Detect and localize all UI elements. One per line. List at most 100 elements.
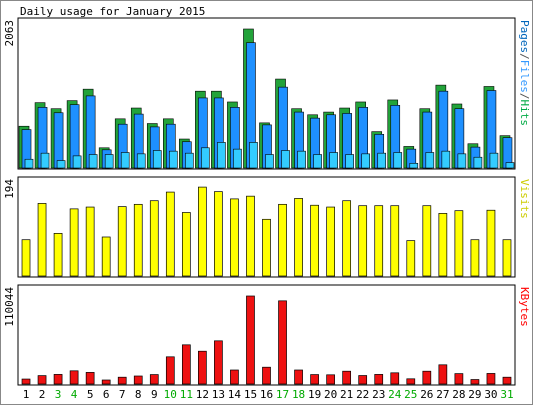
- bar-visits-day-13: [214, 191, 223, 277]
- x-tick-label-day-15: 15: [244, 388, 257, 401]
- x-tick-label-day-4: 4: [71, 388, 78, 401]
- panel-bottom: 110044 KBytes: [3, 284, 531, 386]
- bar-visits-day-24: [390, 205, 400, 277]
- panel-middle: 194 Visits: [3, 176, 531, 278]
- bar-kbytes-day-3: [53, 374, 63, 385]
- bar-pages-day-18: [297, 150, 306, 169]
- bar-kbytes-day-26: [422, 370, 432, 385]
- x-tick-label-day-12: 12: [196, 388, 209, 401]
- x-tick-label-day-18: 18: [292, 388, 305, 401]
- bar-kbytes-day-5: [85, 372, 95, 385]
- bar-kbytes-day-20: [326, 374, 335, 385]
- bar-kbytes-day-22: [358, 375, 368, 385]
- bar-visits-day-14: [230, 198, 239, 277]
- bar-pages-day-5: [88, 154, 98, 169]
- x-tick-label-day-9: 9: [151, 388, 158, 401]
- x-tick-label-day-1: 1: [23, 388, 30, 401]
- bar-visits-day-20: [326, 206, 335, 277]
- x-tick-label-day-29: 29: [468, 388, 481, 401]
- bar-visits-day-19: [310, 204, 319, 277]
- chart-title: Daily usage for January 2015: [20, 5, 205, 18]
- bar-visits-day-9: [149, 200, 159, 277]
- x-tick-label-day-27: 27: [436, 388, 449, 401]
- bar-pages-day-1: [24, 158, 34, 169]
- bar-kbytes-day-19: [310, 374, 319, 385]
- bar-visits-day-7: [117, 206, 127, 277]
- bar-kbytes-day-23: [374, 374, 384, 385]
- bar-pages-day-19: [313, 154, 322, 169]
- bar-visits-day-22: [358, 205, 368, 277]
- panel-max-label-top: 2063: [3, 20, 16, 47]
- x-tick-label-day-17: 17: [276, 388, 289, 401]
- bar-kbytes-day-31: [502, 376, 512, 385]
- panel-frame-bottom: [17, 284, 516, 386]
- bar-visits-day-3: [53, 233, 63, 277]
- x-tick-label-day-5: 5: [87, 388, 94, 401]
- bar-visits-day-21: [342, 200, 352, 277]
- bar-visits-day-4: [69, 208, 79, 277]
- bar-kbytes-day-17: [278, 300, 287, 385]
- bar-kbytes-day-10: [165, 356, 175, 385]
- bar-visits-day-2: [37, 203, 47, 277]
- x-tick-label-day-10: 10: [164, 388, 177, 401]
- bar-visits-day-11: [181, 212, 191, 277]
- bar-pages-day-9: [152, 150, 162, 169]
- bar-kbytes-day-4: [69, 370, 79, 385]
- panel-frame-top: [17, 17, 516, 170]
- x-tick-label-day-22: 22: [356, 388, 369, 401]
- bar-visits-day-15: [246, 195, 255, 277]
- x-tick-label-day-28: 28: [452, 388, 465, 401]
- bar-kbytes-day-2: [37, 375, 47, 385]
- bar-visits-day-28: [454, 210, 464, 277]
- bar-visits-day-23: [374, 205, 384, 277]
- x-tick-label-day-8: 8: [135, 388, 142, 401]
- x-tick-label-day-31: 31: [500, 388, 513, 401]
- x-tick-label-day-26: 26: [420, 388, 433, 401]
- bar-pages-day-22: [361, 153, 370, 169]
- bar-visits-day-25: [406, 240, 416, 277]
- bar-pages-day-25: [409, 162, 419, 169]
- panel-series-label-top: Pages/Files/Hits: [518, 20, 531, 126]
- x-tick-label-day-19: 19: [308, 388, 321, 401]
- bar-kbytes-day-15: [246, 295, 255, 385]
- bar-pages-day-11: [185, 152, 194, 169]
- bar-visits-day-16: [262, 218, 271, 277]
- bar-visits-day-29: [470, 239, 480, 277]
- bar-pages-day-13: [217, 142, 226, 169]
- bar-visits-day-6: [101, 236, 111, 277]
- bar-pages-day-17: [281, 150, 290, 169]
- bar-pages-day-29: [473, 156, 483, 169]
- bar-pages-day-3: [56, 160, 66, 169]
- bar-kbytes-day-25: [406, 378, 416, 385]
- bar-kbytes-day-9: [149, 374, 159, 385]
- bar-pages-day-2: [40, 152, 50, 169]
- bar-kbytes-day-24: [390, 372, 400, 385]
- x-tick-label-day-24: 24: [388, 388, 402, 401]
- bar-pages-day-12: [201, 147, 210, 169]
- bar-visits-day-31: [502, 239, 512, 277]
- bar-kbytes-day-18: [294, 369, 303, 385]
- bar-visits-day-1: [21, 239, 31, 277]
- panel-series-label-bottom: KBytes: [518, 287, 531, 327]
- bar-pages-day-24: [393, 152, 403, 169]
- bar-kbytes-day-6: [101, 379, 111, 385]
- x-tick-label-day-3: 3: [55, 388, 62, 401]
- bar-kbytes-day-11: [181, 344, 191, 385]
- bar-kbytes-day-28: [454, 373, 464, 385]
- x-tick-label-day-20: 20: [324, 388, 337, 401]
- bar-kbytes-day-21: [342, 370, 352, 385]
- panel-max-label-middle: 194: [3, 179, 16, 199]
- x-tick-label-day-2: 2: [39, 388, 46, 401]
- bar-files-day-3: [53, 112, 64, 169]
- bar-pages-day-7: [120, 152, 130, 169]
- bar-kbytes-day-8: [133, 375, 143, 385]
- bar-visits-day-18: [294, 198, 303, 277]
- bar-kbytes-day-12: [198, 350, 207, 385]
- bar-kbytes-day-29: [470, 379, 480, 385]
- bar-kbytes-day-14: [230, 369, 239, 385]
- panel-series-label-middle: Visits: [518, 179, 531, 219]
- bar-visits-day-17: [278, 203, 287, 277]
- bar-pages-day-14: [233, 148, 242, 169]
